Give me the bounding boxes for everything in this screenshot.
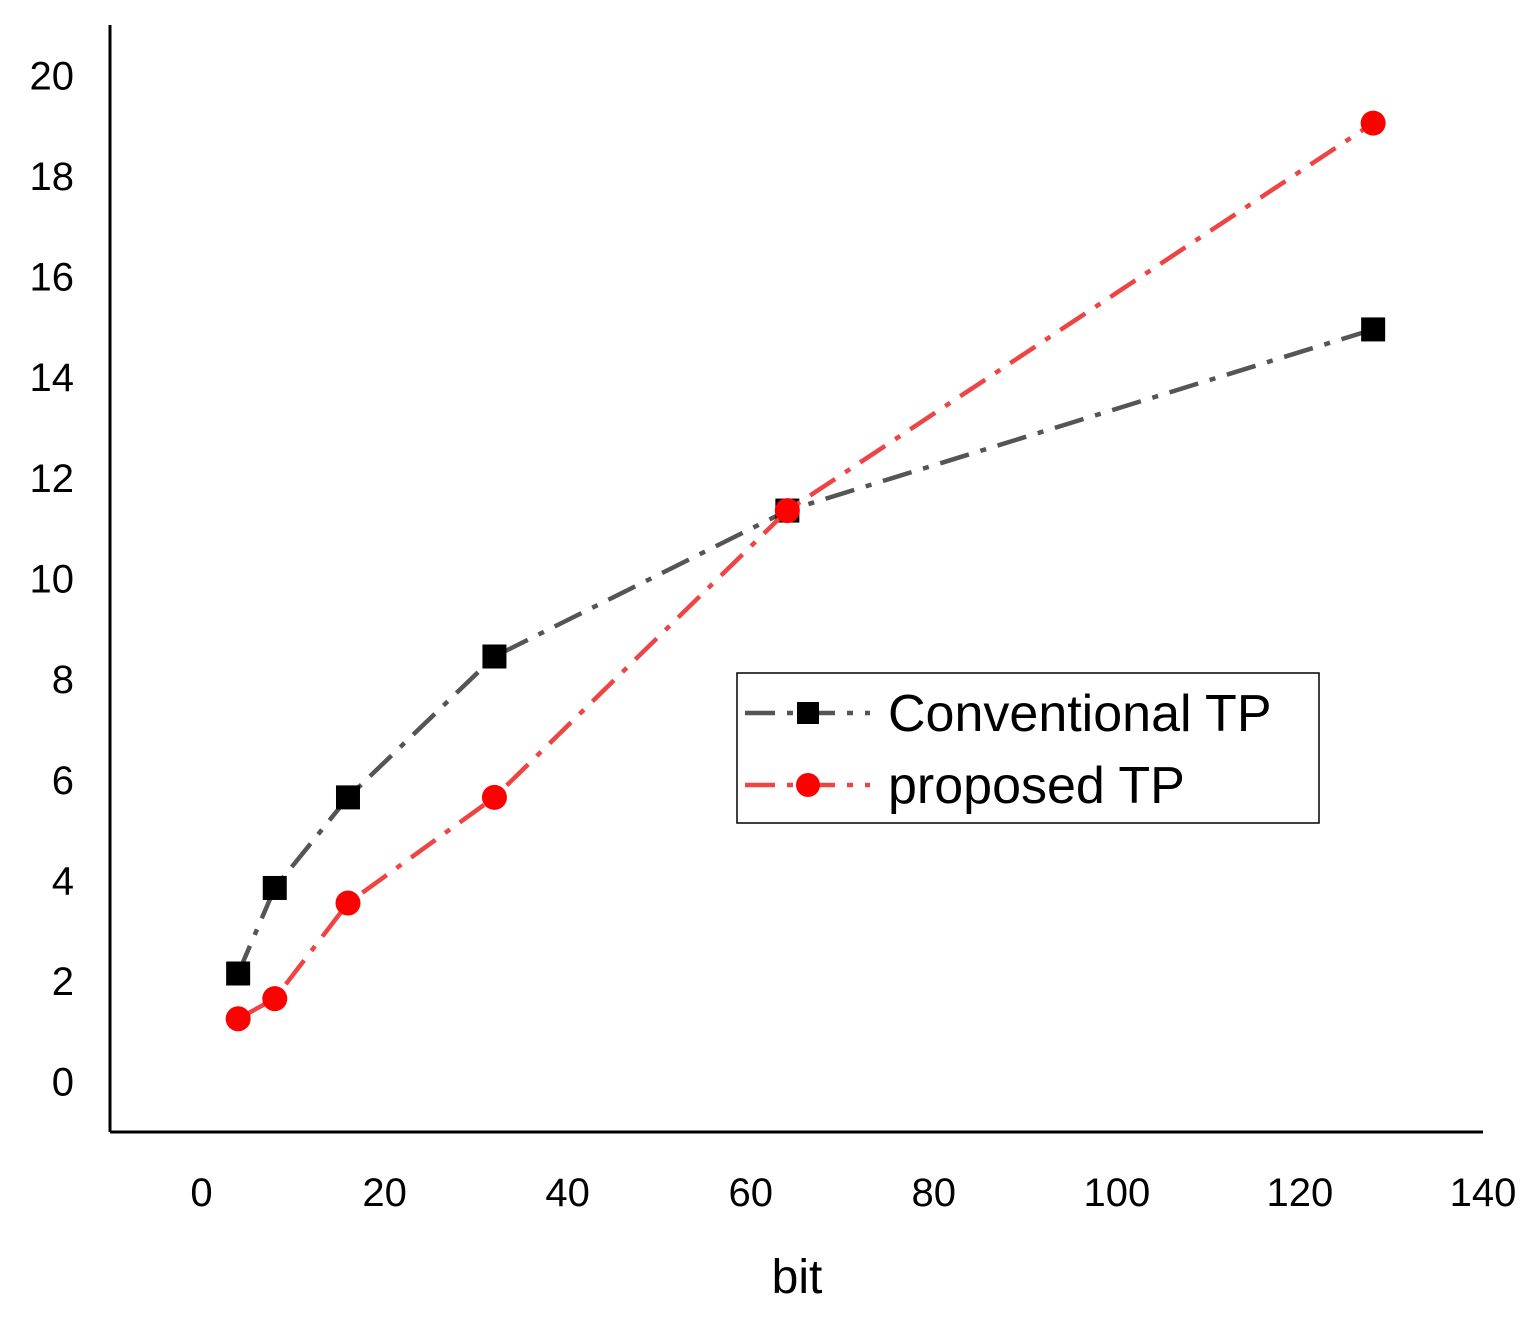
data-point-circle: [335, 890, 361, 916]
data-point-square: [482, 644, 507, 669]
series-line: [237, 121, 1375, 1021]
axes: [108, 25, 1483, 1134]
legend: Conventional TP proposed TP: [736, 672, 1320, 824]
y-tick-label: 16: [30, 256, 75, 300]
y-tick-label: 0: [52, 1061, 74, 1105]
x-tick-label: 0: [190, 1171, 212, 1215]
y-tick-label: 8: [52, 658, 74, 702]
y-tick-label: 2: [52, 960, 74, 1004]
series-line: [236, 327, 1374, 975]
data-point-circle: [481, 784, 507, 810]
x-axis-title: bit: [772, 1251, 823, 1304]
legend-box: [736, 672, 1320, 824]
x-tick-label: 80: [912, 1171, 957, 1215]
series-2: [225, 110, 1386, 1032]
x-tick-labels: 0 20 40 60 80 100 120 140: [190, 1171, 1516, 1215]
data-point-square: [262, 875, 287, 900]
y-tick-label: 20: [30, 54, 75, 98]
data-point-circle: [774, 498, 800, 524]
y-tick-label: 14: [30, 356, 75, 400]
legend-marker-circle: [796, 773, 820, 797]
y-tick-labels: 0 2 4 6 8 10 12 14 16 18 20: [30, 54, 75, 1104]
y-tick-label: 10: [30, 558, 75, 602]
series-1: [226, 317, 1386, 986]
legend-item: Conventional TP: [745, 685, 1272, 743]
series-layer: [225, 110, 1386, 1032]
data-point-circle: [225, 1006, 251, 1032]
legend-marker-square: [797, 702, 819, 724]
legend-label: Conventional TP: [888, 685, 1272, 743]
x-tick-label: 120: [1267, 1171, 1334, 1215]
y-tick-label: 4: [52, 859, 74, 903]
legend-items: Conventional TP proposed TP: [745, 685, 1272, 815]
data-point-square: [335, 785, 360, 810]
y-tick-label: 12: [30, 457, 75, 501]
x-tick-label: 40: [545, 1171, 590, 1215]
legend-label: proposed TP: [888, 757, 1185, 815]
x-tick-label: 20: [362, 1171, 407, 1215]
data-point-circle: [262, 986, 288, 1012]
data-point-square: [1361, 317, 1386, 342]
y-tick-label: 18: [30, 155, 75, 199]
data-point-circle: [1360, 110, 1386, 136]
data-point-square: [226, 961, 251, 986]
x-tick-label: 140: [1450, 1171, 1517, 1215]
x-tick-label: 60: [728, 1171, 773, 1215]
legend-item: proposed TP: [745, 757, 1185, 815]
y-tick-label: 6: [52, 759, 74, 803]
x-tick-label: 100: [1083, 1171, 1150, 1215]
